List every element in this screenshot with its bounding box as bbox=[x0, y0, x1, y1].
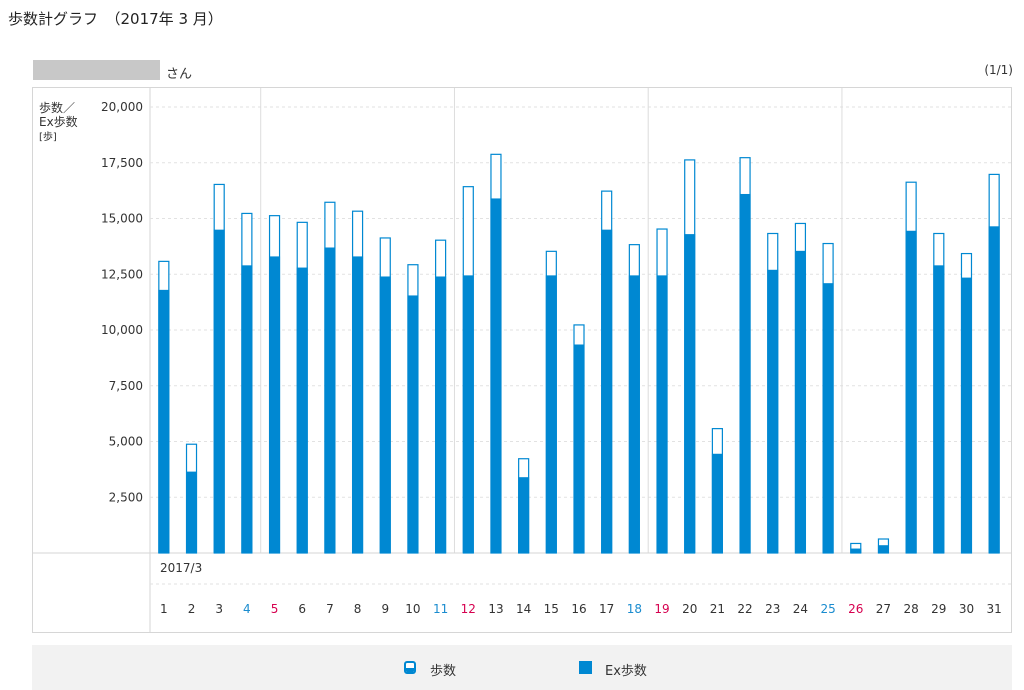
ex-steps-bar bbox=[158, 289, 170, 553]
ex-steps-bar bbox=[767, 269, 779, 553]
legend-label-ex-steps: Ex歩数 bbox=[605, 664, 647, 679]
ex-steps-bar bbox=[518, 477, 530, 553]
ex-steps-bar bbox=[601, 229, 613, 553]
x-tick-label: 31 bbox=[987, 602, 1002, 616]
x-tick-label: 23 bbox=[765, 602, 780, 616]
x-tick-label: 22 bbox=[737, 602, 752, 616]
x-tick-label: 6 bbox=[298, 602, 306, 616]
y-axis-label: 歩数／ bbox=[39, 100, 75, 115]
ex-steps-bar bbox=[213, 229, 225, 553]
y-tick-label: 10,000 bbox=[101, 323, 143, 337]
x-tick-label: 3 bbox=[215, 602, 223, 616]
outline-bar-icon bbox=[404, 661, 416, 674]
ex-steps-bar bbox=[324, 247, 336, 554]
chart-frame: 2,500 5,000 7,500 10,000 12,500 15,000 17,500 2… bbox=[32, 87, 1012, 633]
ex-steps-bar bbox=[186, 471, 198, 553]
ex-steps-bar bbox=[850, 548, 862, 553]
step-chart: 2,500 5,000 7,500 10,000 12,500 15,000 17,500 2… bbox=[33, 88, 1011, 632]
x-tick-label: 24 bbox=[793, 602, 808, 616]
ex-steps-bar bbox=[656, 275, 668, 553]
ex-steps-bar bbox=[905, 230, 917, 553]
x-tick-label: 11 bbox=[433, 602, 448, 616]
x-tick-label: 28 bbox=[903, 602, 918, 616]
ex-steps-bar bbox=[435, 276, 447, 553]
y-axis-label: Ex歩数 bbox=[39, 114, 78, 129]
ex-steps-bar bbox=[739, 193, 751, 553]
x-tick-label: 15 bbox=[544, 602, 559, 616]
x-tick-label: 1 bbox=[160, 602, 168, 616]
ex-steps-bar bbox=[988, 226, 1000, 553]
x-tick-label: 18 bbox=[627, 602, 642, 616]
page-title: 歩数計グラフ （2017年 3 月） bbox=[8, 10, 223, 28]
x-tick-label: 21 bbox=[710, 602, 725, 616]
x-tick-label: 29 bbox=[931, 602, 946, 616]
y-axis-label: [歩] bbox=[39, 130, 57, 143]
x-tick-label: 14 bbox=[516, 602, 531, 616]
ex-steps-bar bbox=[545, 275, 557, 553]
ex-steps-bar bbox=[490, 198, 502, 553]
ex-steps-bar bbox=[711, 453, 723, 553]
ex-steps-bar bbox=[241, 265, 253, 553]
ex-steps-bar bbox=[877, 545, 889, 553]
x-tick-label: 27 bbox=[876, 602, 891, 616]
x-tick-label: 17 bbox=[599, 602, 614, 616]
redacted-user-name bbox=[33, 60, 160, 80]
month-label: 2017/3 bbox=[160, 561, 202, 575]
y-tick-label: 15,000 bbox=[101, 212, 143, 226]
x-tick-label: 12 bbox=[461, 602, 476, 616]
user-honorific: さん bbox=[166, 67, 193, 82]
y-tick-label: 17,500 bbox=[101, 156, 143, 170]
x-tick-label: 25 bbox=[820, 602, 835, 616]
chart-legend: 歩数 Ex歩数 bbox=[32, 645, 1012, 690]
x-tick-label: 9 bbox=[381, 602, 389, 616]
ex-steps-bar bbox=[462, 275, 474, 553]
ex-steps-bar bbox=[296, 267, 308, 553]
ex-steps-bar bbox=[684, 234, 696, 554]
x-tick-label: 30 bbox=[959, 602, 974, 616]
x-tick-label: 20 bbox=[682, 602, 697, 616]
page-indicator: (1/1) bbox=[984, 63, 1013, 77]
x-tick-label: 4 bbox=[243, 602, 251, 616]
ex-steps-bar bbox=[960, 277, 972, 553]
y-tick-label: 12,500 bbox=[101, 267, 143, 281]
solid-bar-icon bbox=[579, 661, 592, 674]
user-row: さん (1/1) bbox=[33, 60, 1013, 82]
x-tick-label: 13 bbox=[488, 602, 503, 616]
ex-steps-bar bbox=[794, 250, 806, 553]
ex-steps-bar bbox=[628, 275, 640, 553]
ex-steps-bar bbox=[269, 256, 281, 553]
ex-steps-bar bbox=[379, 276, 391, 553]
x-tick-label: 8 bbox=[354, 602, 362, 616]
ex-steps-bar bbox=[933, 265, 945, 553]
x-tick-label: 26 bbox=[848, 602, 863, 616]
ex-steps-bar bbox=[573, 344, 585, 553]
x-tick-label: 5 bbox=[271, 602, 279, 616]
ex-steps-bar bbox=[822, 283, 834, 553]
x-tick-label: 7 bbox=[326, 602, 334, 616]
ex-steps-bar bbox=[407, 295, 419, 553]
y-tick-label: 7,500 bbox=[109, 379, 143, 393]
x-tick-label: 2 bbox=[188, 602, 196, 616]
y-tick-label: 5,000 bbox=[109, 435, 143, 449]
y-tick-label: 2,500 bbox=[109, 490, 143, 504]
x-tick-label: 16 bbox=[571, 602, 586, 616]
x-tick-label: 10 bbox=[405, 602, 420, 616]
legend-label-steps: 歩数 bbox=[430, 664, 457, 679]
y-tick-label: 20,000 bbox=[101, 100, 143, 114]
x-tick-label: 19 bbox=[654, 602, 669, 616]
ex-steps-bar bbox=[352, 256, 364, 553]
